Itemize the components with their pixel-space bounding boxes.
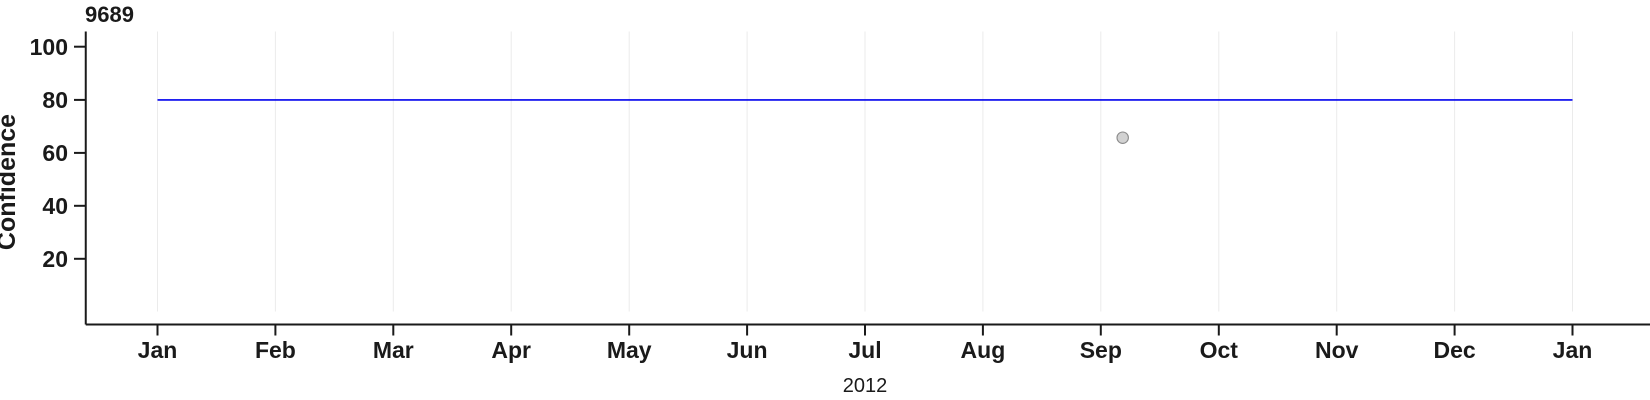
svg-text:May: May (607, 337, 652, 363)
svg-text:40: 40 (42, 193, 68, 219)
svg-text:Nov: Nov (1315, 337, 1359, 363)
svg-text:20: 20 (42, 246, 68, 272)
svg-text:Jan: Jan (138, 337, 178, 363)
svg-text:60: 60 (42, 140, 68, 166)
svg-text:Jan: Jan (1553, 337, 1593, 363)
svg-text:Mar: Mar (373, 337, 414, 363)
svg-text:Jun: Jun (727, 337, 768, 363)
svg-text:9689: 9689 (85, 2, 134, 27)
svg-text:Oct: Oct (1200, 337, 1239, 363)
svg-text:100: 100 (30, 34, 68, 60)
svg-text:Apr: Apr (491, 337, 531, 363)
svg-text:80: 80 (42, 87, 68, 113)
svg-text:Aug: Aug (961, 337, 1006, 363)
svg-text:Sep: Sep (1080, 337, 1122, 363)
svg-text:Jul: Jul (848, 337, 881, 363)
svg-text:Confidence: Confidence (0, 114, 21, 250)
svg-text:2012: 2012 (843, 375, 888, 397)
svg-text:Feb: Feb (255, 337, 296, 363)
svg-text:Dec: Dec (1433, 337, 1475, 363)
